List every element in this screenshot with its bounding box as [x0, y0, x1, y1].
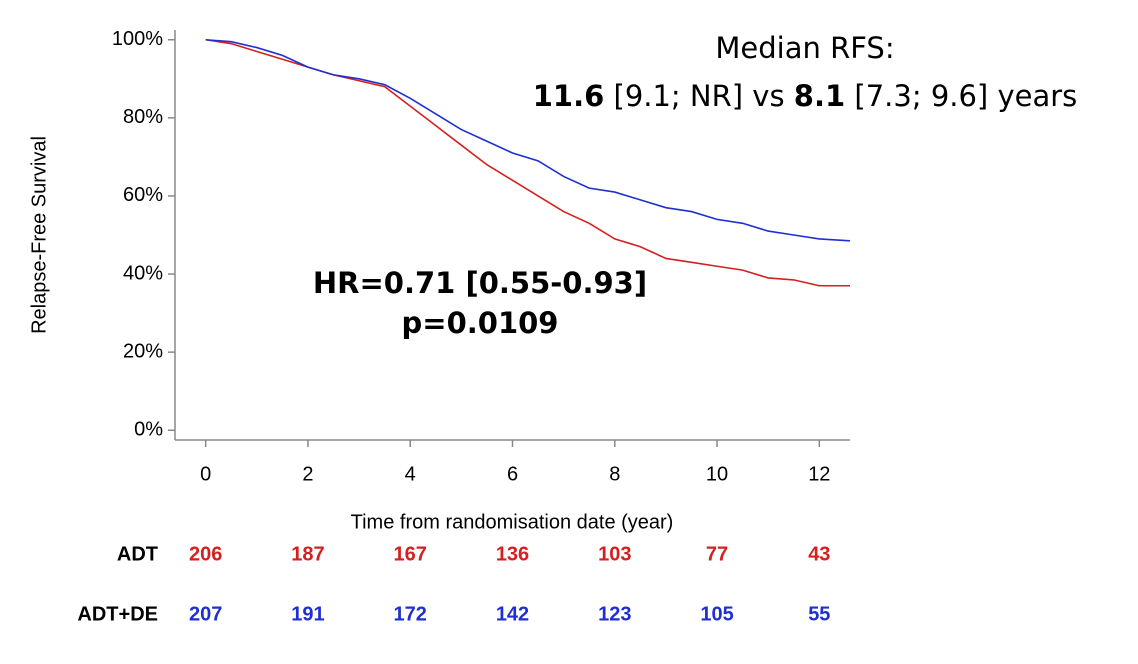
risk-count: 191 — [291, 603, 324, 625]
risk-count: 172 — [394, 603, 427, 625]
survival-curve — [205, 38, 850, 287]
risk-count: 43 — [808, 543, 830, 565]
survival-curve — [205, 38, 851, 242]
risk-row-label: ADT — [117, 543, 158, 565]
y-axis-label: Relapse-Free Survival — [28, 136, 50, 334]
p-annotation: p=0.0109 — [402, 306, 559, 340]
x-axis-label: Time from randomisation date (year) — [351, 511, 674, 533]
median-ci: [9.1; NR] vs — [614, 79, 785, 113]
x-tick-label: 0 — [200, 463, 211, 485]
y-tick-label: 60% — [123, 184, 163, 206]
hr-annotation: HR=0.71 [0.55-0.93] — [313, 266, 647, 300]
x-tick-label: 12 — [808, 463, 830, 485]
y-tick-label: 20% — [123, 340, 163, 362]
median-line: 11.6 [9.1; NR] vs 8.1 [7.3; 9.6] years — [533, 79, 1078, 113]
median-ci: [7.3; 9.6] years — [854, 79, 1077, 113]
risk-count: 123 — [598, 603, 631, 625]
y-tick-label: 40% — [123, 262, 163, 284]
risk-count: 167 — [394, 543, 427, 565]
risk-count: 142 — [496, 603, 529, 625]
risk-count: 55 — [808, 603, 830, 625]
x-tick-label: 8 — [609, 463, 620, 485]
risk-count: 77 — [706, 543, 728, 565]
x-tick-label: 4 — [405, 463, 416, 485]
x-tick-label: 6 — [507, 463, 518, 485]
risk-count: 105 — [700, 603, 733, 625]
x-tick-label: 2 — [302, 463, 313, 485]
risk-count: 207 — [189, 603, 222, 625]
risk-count: 103 — [598, 543, 631, 565]
y-tick-label: 0% — [134, 419, 163, 441]
median-value: 8.1 — [794, 79, 845, 113]
risk-count: 206 — [189, 543, 222, 565]
risk-count: 187 — [291, 543, 324, 565]
x-tick-label: 10 — [706, 463, 728, 485]
risk-count: 136 — [496, 543, 529, 565]
y-tick-label: 100% — [112, 28, 163, 50]
y-tick-label: 80% — [123, 106, 163, 128]
risk-row-label: ADT+DE — [77, 603, 158, 625]
median-title: Median RFS: — [715, 31, 894, 65]
median-value: 11.6 — [533, 79, 605, 113]
